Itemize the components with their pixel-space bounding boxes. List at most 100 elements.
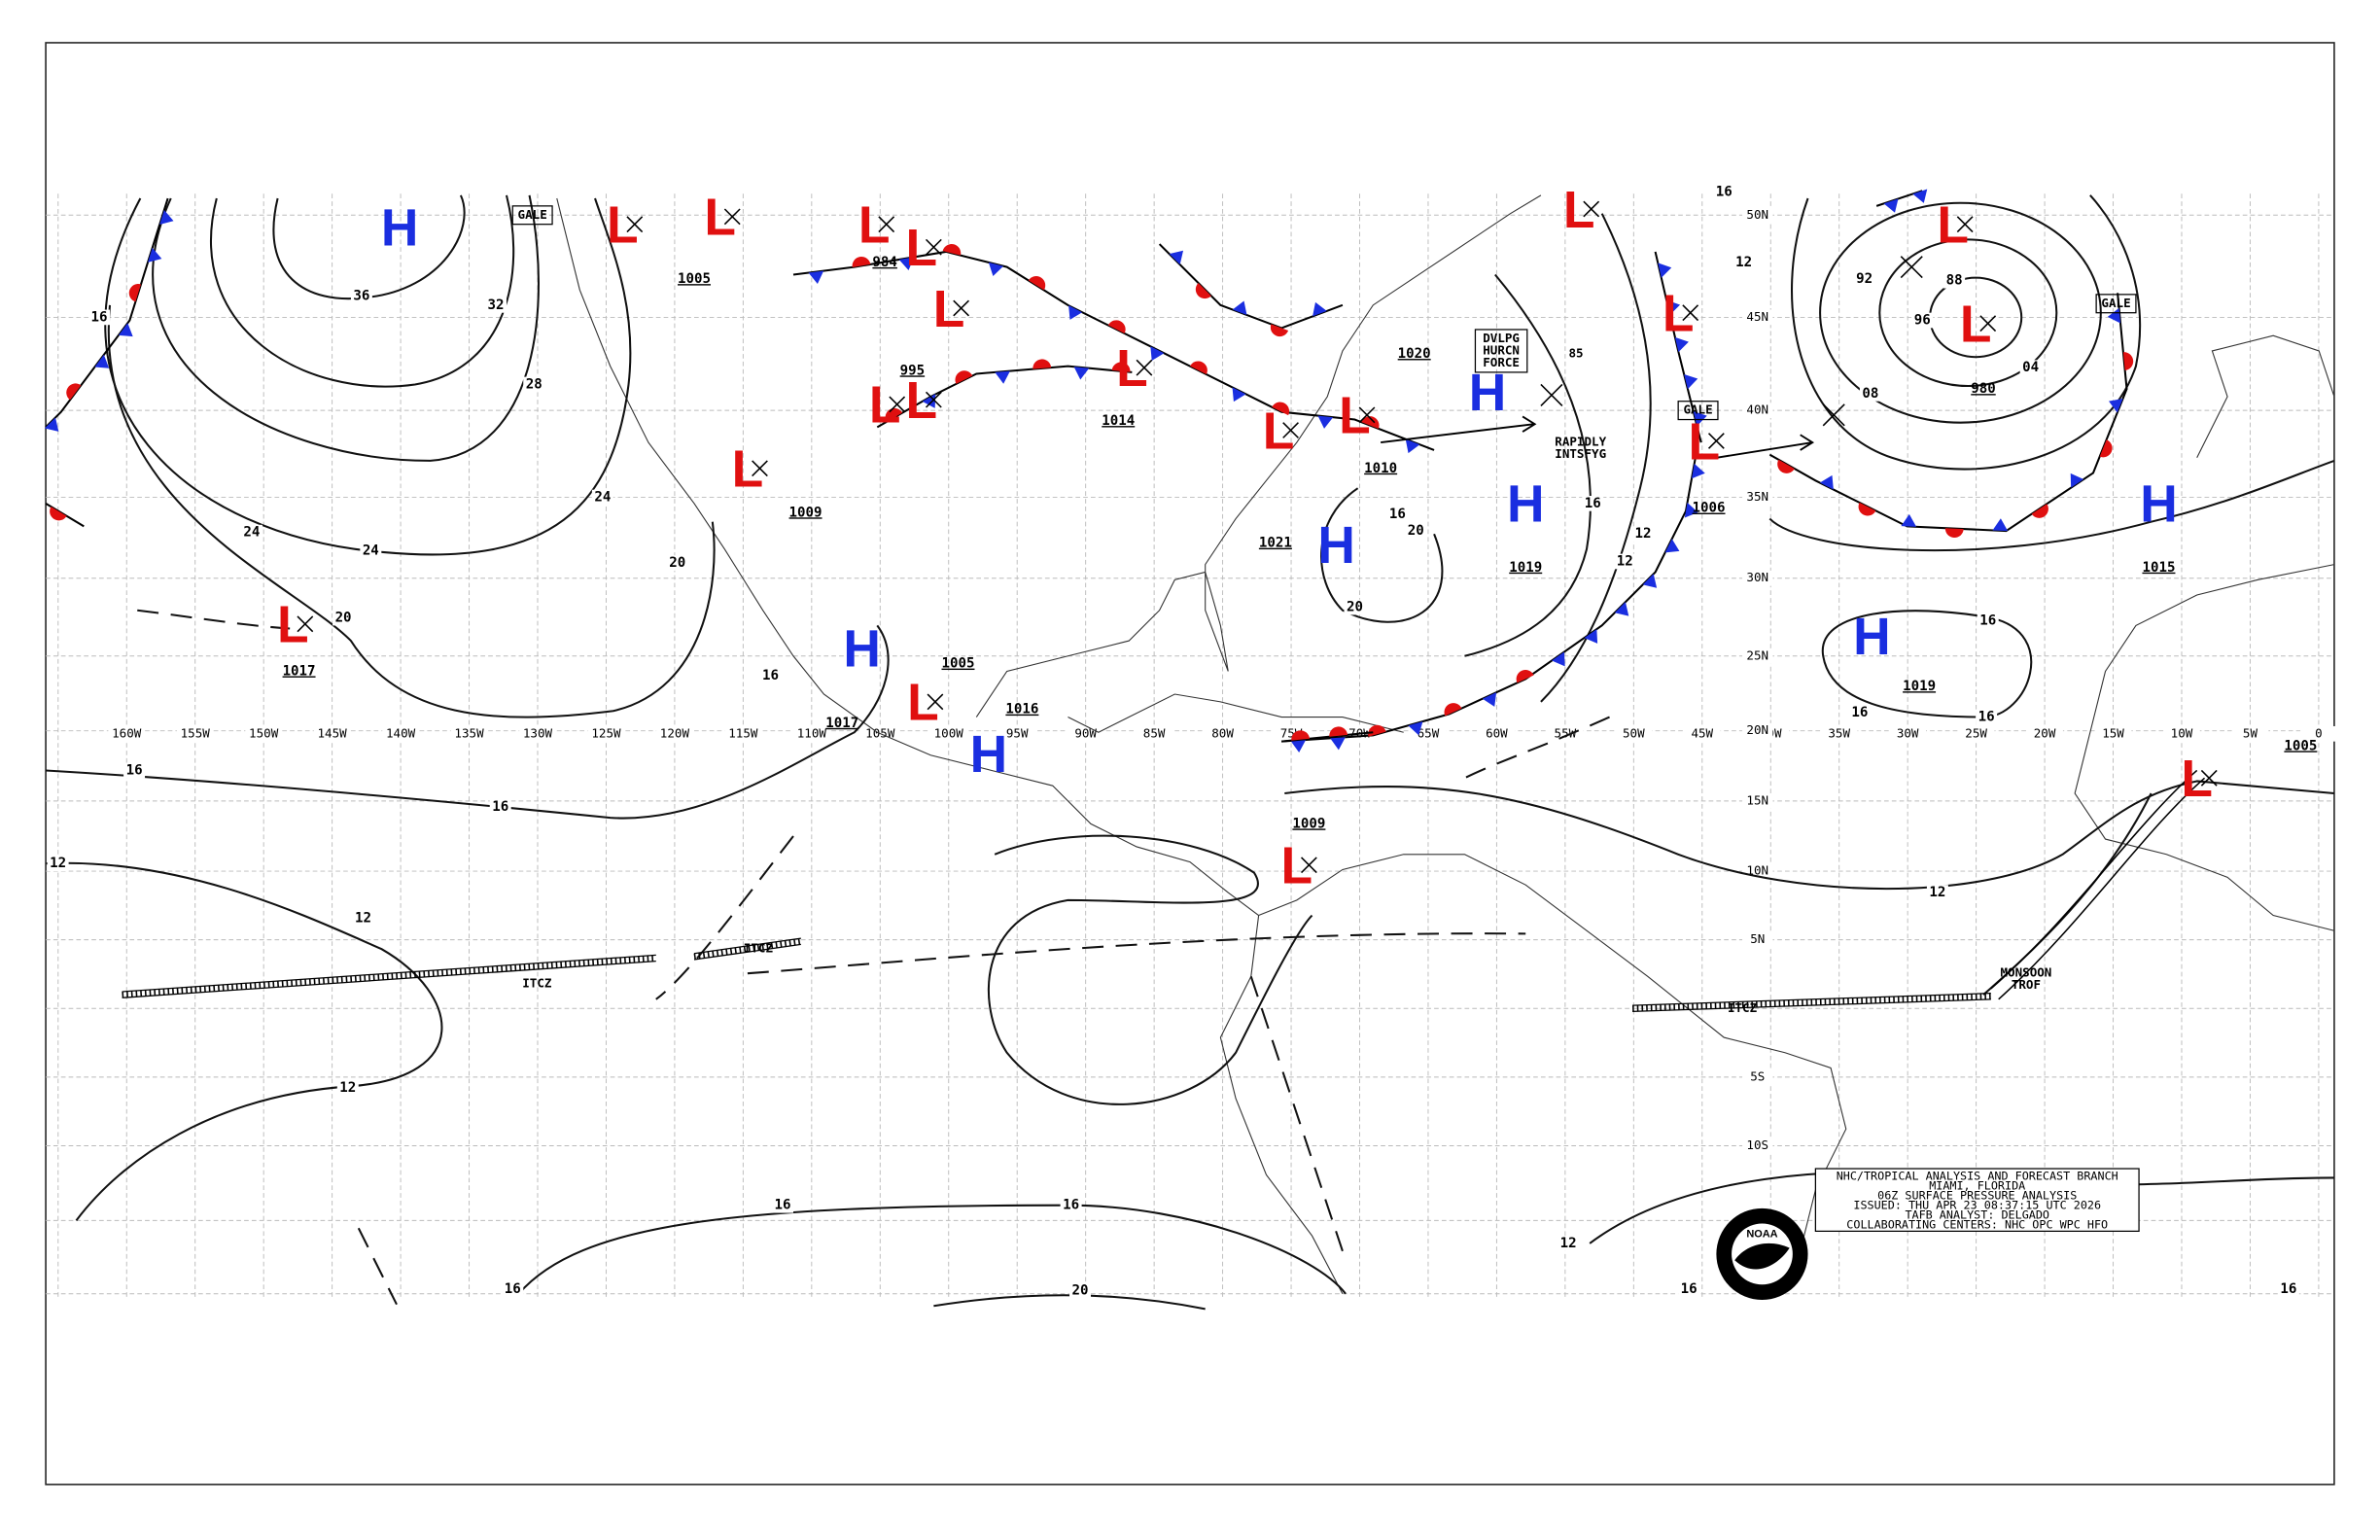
annotation: GALE: [518, 207, 547, 222]
lat-label-bg: [1742, 1138, 1773, 1154]
isobar-label: 12: [1635, 526, 1652, 542]
isobar-label: 92: [1856, 271, 1872, 287]
isobar-label-bg: [489, 799, 511, 815]
warm-front-pip: [1329, 726, 1348, 737]
annotation: GALE: [1683, 402, 1712, 417]
lon-label-bg: [1204, 725, 1242, 742]
noaa-logo: NOAA: [1716, 1208, 1808, 1300]
isobar-label: 16: [1585, 496, 1601, 511]
latitude-label: 5S: [1750, 1068, 1765, 1083]
central-pressure: 1020: [1398, 346, 1431, 362]
annotation: HURCN: [1483, 342, 1520, 357]
latitude-label: 15N: [1746, 792, 1768, 807]
lon-label-bg: [382, 725, 419, 742]
warm-front-pip: [1272, 402, 1290, 416]
isobar-label: 16: [762, 668, 779, 683]
front-line: [876, 365, 1133, 429]
cold-front-pip: [1684, 503, 1698, 518]
isobar-label: 16: [2280, 1281, 2296, 1297]
longitude-label: 35W: [1828, 725, 1850, 740]
isobar: [1768, 459, 2335, 552]
isobar-label-bg: [1977, 612, 1999, 629]
trough: [655, 835, 794, 1000]
cold-front-pip: [1658, 262, 1672, 278]
annotation: ITCZ: [1728, 1000, 1758, 1015]
warm-front-pip: [1028, 276, 1046, 291]
front-line: [1281, 451, 1698, 743]
motion-arrows: [1381, 256, 1923, 459]
info-lines: NHC/TROPICAL ANALYSIS AND FORECAST BRANC…: [1837, 1169, 2118, 1231]
coastline: [2074, 564, 2335, 931]
lon-label-bg: [1615, 725, 1653, 742]
cold-front-pip: [988, 262, 1004, 276]
low-position: [1282, 422, 1299, 438]
isobar-label-bg: [1069, 1282, 1091, 1299]
itcz-edge: [122, 954, 656, 993]
isobar-label: 88: [1946, 273, 1963, 289]
logo-gull: [1734, 1242, 1790, 1270]
warm-front-pip: [1032, 359, 1052, 369]
isobar-label: 16: [1716, 185, 1732, 200]
warm-front-pip: [1444, 703, 1462, 717]
trough: [137, 609, 291, 630]
isobar-label-bg: [1386, 506, 1409, 522]
annotation: 85: [1568, 346, 1583, 361]
info-box-frame: [1814, 1168, 2140, 1233]
cold-front-pip: [2107, 307, 2121, 324]
isobar-label: 20: [335, 611, 352, 626]
central-pressure: 1017: [825, 716, 858, 731]
annotation: INTSFYG: [1555, 446, 1606, 461]
central-pressure: 1009: [789, 505, 822, 520]
cold-front-pip: [1330, 737, 1346, 751]
latitude-label: 20N: [1746, 722, 1768, 737]
isobar-label: 24: [363, 543, 379, 559]
longitude-label: 25W: [1965, 725, 1987, 740]
info-line: TAFB ANALYST: DELGADO: [1905, 1208, 2049, 1222]
isobar-label: 24: [243, 525, 260, 541]
high-center: H: [843, 621, 881, 679]
lon-label-bg: [313, 725, 351, 742]
cold-front-pip: [1405, 438, 1420, 454]
central-pressure: 1017: [283, 663, 316, 679]
low-position: [1707, 433, 1725, 449]
warm-front-pip: [1190, 361, 1208, 375]
warm-front-pip: [1291, 730, 1311, 741]
cold-front-pip: [1552, 651, 1565, 667]
fronts: [44, 189, 2134, 753]
annotation: ITCZ: [744, 941, 774, 956]
trough: [747, 932, 1526, 975]
isobar-label-bg: [1926, 885, 1948, 900]
longitude-label: 60W: [1486, 725, 1508, 740]
cold-front-pip: [1691, 463, 1705, 479]
trough: [1464, 716, 1610, 780]
longitude-label: 140W: [386, 725, 416, 740]
motion-arrow: [1716, 441, 1813, 459]
gale-box: [1677, 401, 1719, 421]
high-center: H: [1469, 365, 1507, 422]
isobar: [152, 194, 540, 462]
monsoon-trough: [1990, 769, 2206, 1000]
lat-label-bg: [1742, 570, 1773, 586]
isobar-label-bg: [1614, 553, 1636, 570]
isobar-label: 12: [339, 1080, 356, 1096]
front-line: [1158, 243, 1344, 330]
high-center: H: [1853, 609, 1891, 666]
cold-front-pip: [808, 270, 824, 285]
central-pressure: 1005: [678, 271, 711, 287]
graticule: 160W 155W 150W 145W 140W 135W 130W 125W 120W 115W…: [46, 193, 2337, 1297]
itcz-edge: [122, 960, 656, 998]
warm-front-pip: [1111, 362, 1131, 372]
cold-front-pip: [1408, 721, 1423, 736]
isobar-label: 20: [1408, 523, 1424, 539]
isobar-label-bg: [336, 1080, 359, 1096]
central-pressure: 980: [1971, 381, 1995, 397]
warm-front-pip: [955, 370, 973, 384]
lon-label-bg: [519, 725, 556, 742]
warm-front-pip: [1195, 283, 1211, 299]
lon-label-bg: [1957, 725, 1995, 742]
coastline: [556, 197, 1259, 916]
cold-front-pip: [1901, 513, 1917, 527]
arrow-head: [1522, 415, 1537, 433]
isobar-label: 16: [1978, 710, 1995, 725]
